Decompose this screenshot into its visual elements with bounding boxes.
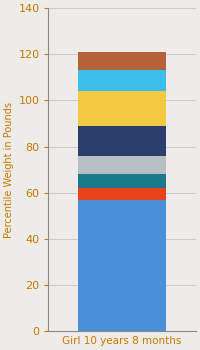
Bar	[78, 91, 166, 126]
Bar	[78, 199, 166, 331]
Bar	[78, 126, 166, 156]
Bar	[78, 70, 166, 91]
Bar	[78, 156, 166, 174]
Bar	[78, 174, 166, 188]
Bar	[78, 52, 166, 70]
Y-axis label: Percentile Weight in Pounds: Percentile Weight in Pounds	[4, 102, 14, 238]
Bar	[78, 188, 166, 200]
